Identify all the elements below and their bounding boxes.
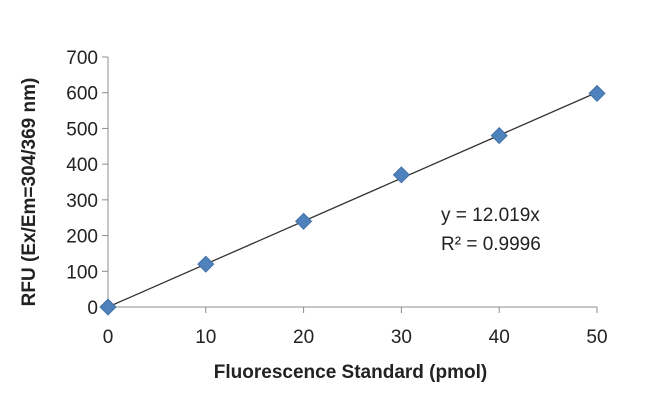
- data-points: [99, 84, 606, 316]
- data-point: [295, 212, 313, 230]
- y-axis-title: RFU (Ex/Em=304/369 nm): [19, 78, 40, 307]
- x-axis-ticks: 0 10 20 30 40 50: [103, 307, 608, 348]
- y-tick-label: 300: [66, 191, 98, 212]
- x-tick-label: 10: [195, 327, 216, 348]
- data-point: [392, 166, 410, 184]
- x-tick-label: 0: [103, 327, 114, 348]
- y-axis-ticks: 0 100 200 300 400 500 600 700: [66, 48, 108, 319]
- x-axis-title: Fluorescence Standard (pmol): [214, 362, 487, 383]
- trendline: [107, 91, 598, 308]
- trendline-r-squared: R² = 0.9996: [441, 234, 541, 255]
- y-tick-label: 600: [66, 84, 98, 105]
- data-point: [588, 84, 606, 102]
- y-tick-label: 200: [66, 227, 98, 248]
- data-point: [197, 255, 215, 273]
- trendline-line: [107, 91, 598, 308]
- x-tick-label: 30: [391, 327, 412, 348]
- y-tick-label: 700: [66, 48, 98, 69]
- data-point: [99, 298, 117, 316]
- x-tick-label: 40: [489, 327, 510, 348]
- x-tick-label: 20: [293, 327, 314, 348]
- y-tick-label: 500: [66, 119, 98, 140]
- y-tick-label: 400: [66, 155, 98, 176]
- data-point: [490, 127, 508, 145]
- x-tick-label: 50: [586, 327, 607, 348]
- y-tick-label: 0: [87, 298, 98, 319]
- axes: [107, 57, 597, 308]
- trendline-equation: y = 12.019x: [441, 205, 540, 226]
- y-tick-label: 100: [66, 262, 98, 283]
